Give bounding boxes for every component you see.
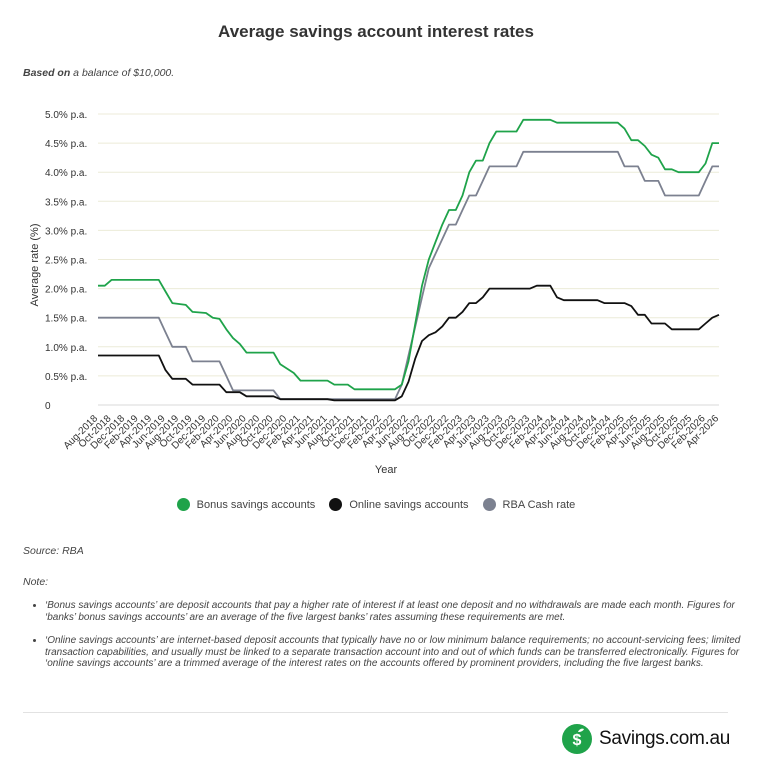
legend-dot-bonus [176,498,190,511]
y-tick-label: 1.0% p.a. [45,343,87,354]
y-tick-label: 0.5% p.a. [45,372,87,383]
subtitle-prefix: Based on [23,67,71,79]
y-tick-label: 0 [45,401,51,412]
y-tick-label: 2.5% p.a. [45,256,87,267]
x-axis-title: Year [375,464,398,476]
line-chart: 0 0.5% p.a. 1.0% p.a. 1.5% p.a. 2.0% p.a. 2.5… [29,110,721,476]
chart-title: Average savings account interest rates [218,22,534,41]
y-tick-label: 4.0% p.a. [45,168,87,179]
svg-text:$: $ [573,732,582,749]
series-line-bonus-savings-accounts [98,118,719,391]
y-tick-label: 1.5% p.a. [45,314,87,325]
y-axis-title: Average rate (%) [29,224,41,307]
brand-name: Savings.com.au [599,728,730,749]
y-tick-label: 3.5% p.a. [45,197,87,208]
subtitle-rest: a balance of $10,000. [70,67,175,79]
legend-dot-rba [482,498,496,511]
y-tick-label: 4.5% p.a. [45,139,87,150]
y-tick-label: 2.0% p.a. [45,285,87,296]
legend-label-bonus: Bonus savings accounts [196,498,316,511]
series-line-online-savings-accounts [98,284,720,402]
legend-dot-online [329,498,343,511]
brand-logo[interactable]: $ Savings.com.au [562,724,730,754]
note-item: ‘Bonus savings accounts’ are deposit acc… [45,600,750,623]
chart-source: Source: RBA [23,545,84,557]
legend-label-rba: RBA Cash rate [502,498,576,511]
legend-item-rba[interactable]: RBA Cash rate [482,498,576,511]
footer-divider [23,712,728,713]
legend-item-bonus[interactable]: Bonus savings accounts [176,498,316,511]
chart-legend: Bonus savings accounts Online savings ac… [0,498,752,511]
notes-list: ‘Bonus savings accounts’ are deposit acc… [23,600,750,682]
y-tick-label: 3.0% p.a. [45,226,87,237]
legend-label-online: Online savings accounts [349,498,469,511]
chart-subtitle: Based on a balance of $10,000. [23,67,174,79]
series-line-rba-cash-rate [98,150,719,401]
dollar-sprout-icon: $ [562,724,593,754]
note-item: ‘Online savings accounts’ are internet-b… [45,635,750,670]
legend-item-online[interactable]: Online savings accounts [329,498,469,511]
y-tick-label: 5.0% p.a. [45,110,87,121]
note-label: Note: [23,576,49,588]
